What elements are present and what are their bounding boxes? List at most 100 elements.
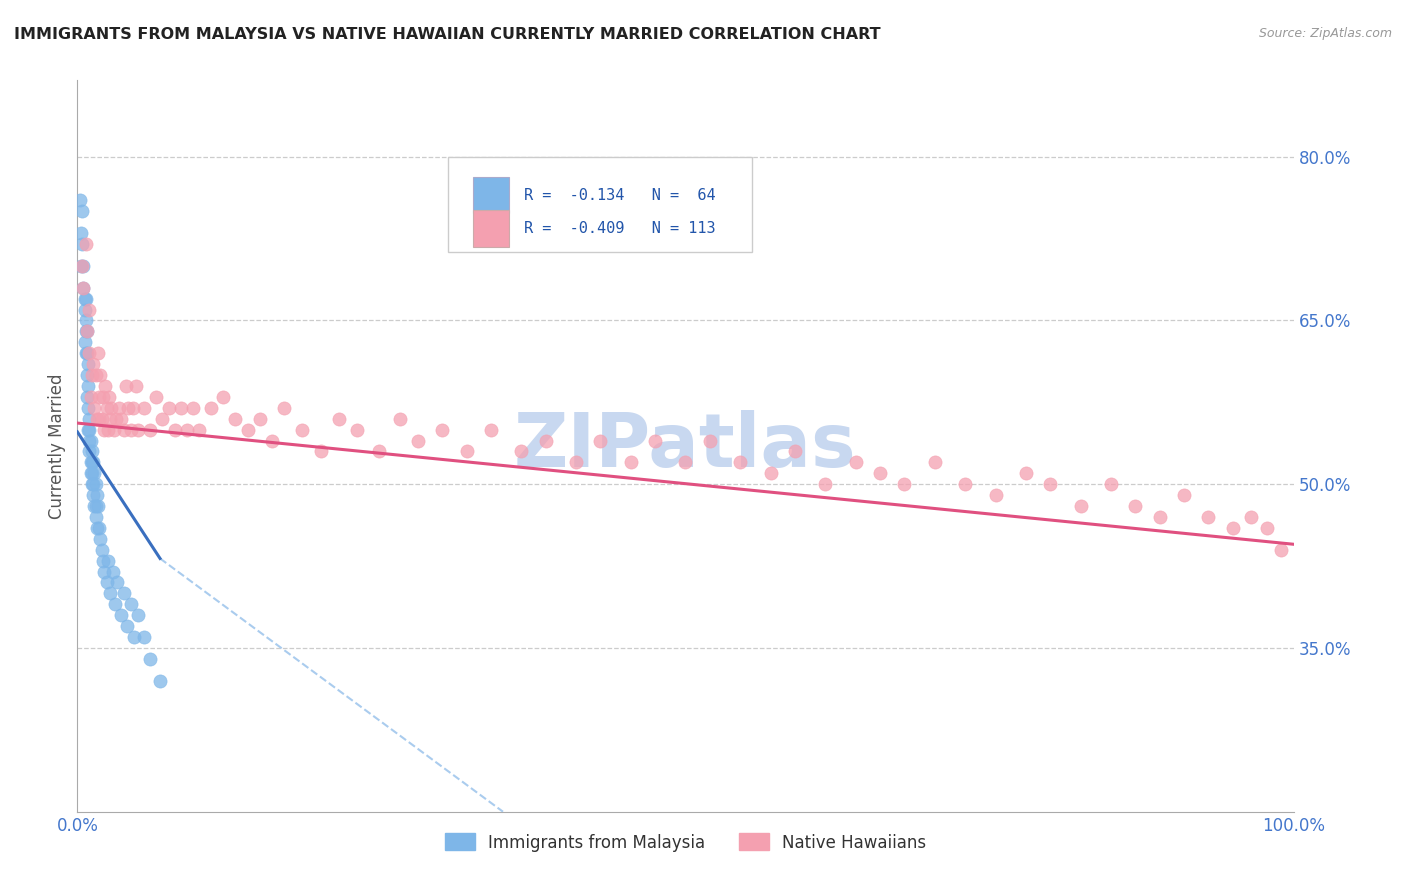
- Point: [72, 259, 94, 273]
- Point: [79, 444, 101, 458]
- Point: [75, 346, 97, 360]
- Y-axis label: Currently Married: Currently Married: [48, 373, 66, 519]
- Point: [456, 444, 478, 458]
- Point: [79, 423, 101, 437]
- Point: [98, 411, 121, 425]
- Point: [80, 434, 103, 448]
- Point: [120, 423, 142, 437]
- Point: [1149, 510, 1171, 524]
- Point: [149, 673, 172, 688]
- Point: [127, 608, 149, 623]
- Point: [124, 630, 146, 644]
- Point: [89, 411, 111, 425]
- Point: [83, 467, 105, 481]
- Point: [953, 477, 976, 491]
- Point: [236, 423, 259, 437]
- Point: [181, 401, 204, 415]
- FancyBboxPatch shape: [472, 177, 509, 213]
- FancyBboxPatch shape: [472, 211, 509, 247]
- Point: [72, 281, 94, 295]
- Point: [107, 575, 129, 590]
- Point: [79, 434, 101, 448]
- Point: [72, 281, 94, 295]
- Point: [76, 324, 98, 338]
- Point: [510, 444, 533, 458]
- Point: [1240, 510, 1263, 524]
- Point: [620, 455, 643, 469]
- Point: [388, 411, 411, 425]
- Point: [79, 346, 101, 360]
- Point: [80, 455, 103, 469]
- Point: [75, 324, 97, 338]
- Point: [69, 194, 91, 208]
- Point: [89, 521, 111, 535]
- Point: [589, 434, 612, 448]
- Point: [76, 390, 98, 404]
- Point: [97, 554, 120, 568]
- Point: [96, 575, 118, 590]
- Point: [644, 434, 666, 448]
- Point: [783, 444, 806, 458]
- Point: [893, 477, 915, 491]
- Point: [249, 411, 271, 425]
- Point: [699, 434, 721, 448]
- Point: [1125, 499, 1147, 513]
- Point: [80, 467, 103, 481]
- Point: [80, 467, 103, 481]
- Point: [100, 401, 122, 415]
- Point: [87, 499, 110, 513]
- Point: [139, 423, 162, 437]
- Point: [76, 368, 98, 382]
- Point: [93, 565, 115, 579]
- Point: [97, 390, 120, 404]
- Point: [1270, 542, 1292, 557]
- Point: [1256, 521, 1278, 535]
- Point: [70, 237, 93, 252]
- Point: [84, 510, 107, 524]
- Point: [1099, 477, 1122, 491]
- Point: [759, 467, 782, 481]
- Point: [89, 390, 111, 404]
- Point: [125, 379, 148, 393]
- Point: [534, 434, 557, 448]
- Point: [70, 226, 93, 240]
- Point: [103, 423, 125, 437]
- Point: [134, 630, 156, 644]
- Point: [115, 619, 138, 633]
- Point: [728, 455, 751, 469]
- Point: [93, 423, 115, 437]
- Point: [89, 368, 111, 382]
- Point: [90, 411, 112, 425]
- Point: [75, 237, 97, 252]
- Point: [77, 379, 100, 393]
- Point: [105, 411, 128, 425]
- Point: [73, 292, 96, 306]
- Point: [869, 467, 891, 481]
- Point: [1015, 467, 1038, 481]
- Point: [80, 444, 103, 458]
- Point: [97, 423, 120, 437]
- Point: [70, 259, 93, 273]
- Point: [212, 390, 235, 404]
- Point: [84, 499, 107, 513]
- Point: [80, 390, 103, 404]
- Point: [176, 423, 198, 437]
- FancyBboxPatch shape: [449, 157, 752, 252]
- Text: IMMIGRANTS FROM MALAYSIA VS NATIVE HAWAIIAN CURRENTLY MARRIED CORRELATION CHART: IMMIGRANTS FROM MALAYSIA VS NATIVE HAWAI…: [14, 27, 880, 42]
- Point: [675, 455, 697, 469]
- Point: [98, 586, 121, 600]
- Point: [86, 411, 108, 425]
- Point: [115, 379, 138, 393]
- Point: [83, 499, 105, 513]
- Point: [82, 477, 104, 491]
- Point: [96, 401, 118, 415]
- Point: [309, 444, 332, 458]
- Point: [82, 488, 104, 502]
- Point: [1173, 488, 1195, 502]
- Text: Source: ZipAtlas.com: Source: ZipAtlas.com: [1258, 27, 1392, 40]
- Point: [77, 401, 100, 415]
- Point: [984, 488, 1007, 502]
- Point: [76, 324, 98, 338]
- Point: [127, 423, 149, 437]
- Point: [112, 423, 135, 437]
